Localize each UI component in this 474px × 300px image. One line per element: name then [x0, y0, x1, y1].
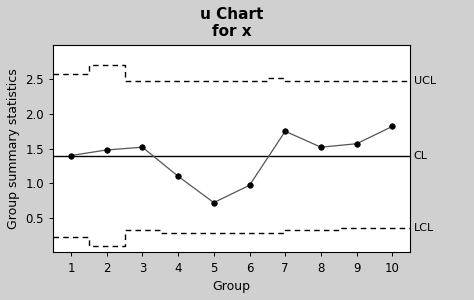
- Text: CL: CL: [414, 151, 428, 160]
- X-axis label: Group: Group: [213, 280, 251, 293]
- Title: u Chart
for x: u Chart for x: [200, 7, 264, 39]
- Y-axis label: Group summary statistics: Group summary statistics: [7, 68, 20, 229]
- Text: UCL: UCL: [414, 76, 436, 86]
- Text: LCL: LCL: [414, 223, 434, 233]
